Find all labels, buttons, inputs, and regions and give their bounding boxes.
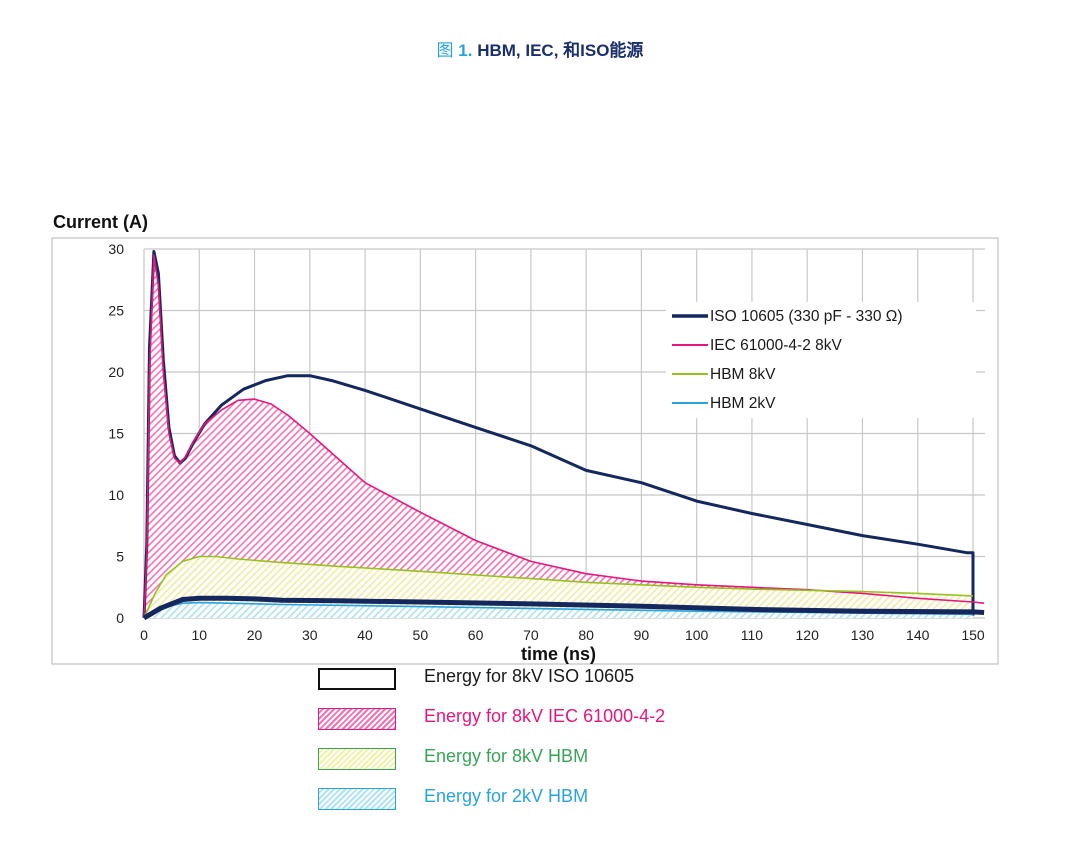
- series-legend-bg: [666, 302, 976, 418]
- x-tick-label: 70: [523, 627, 539, 643]
- x-tick-label: 100: [685, 627, 709, 643]
- energy-label: Energy for 8kV HBM: [424, 746, 589, 766]
- caption-title: HBM, IEC, 和ISO能源: [477, 41, 644, 60]
- caption-number: 1.: [458, 41, 473, 60]
- legend-label-3: HBM 8kV: [710, 366, 776, 383]
- y-tick-label: 25: [108, 303, 124, 319]
- x-tick-label: 120: [796, 627, 820, 643]
- y-tick-label: 0: [116, 610, 124, 626]
- energy-swatch: [318, 748, 396, 770]
- hbm-energy-line: [142, 595, 985, 621]
- x-tick-label: 40: [357, 627, 373, 643]
- y-tick-label: 5: [116, 549, 124, 565]
- energy-legend-item: Energy for 8kV HBM: [318, 744, 838, 772]
- energy-area-1: [144, 255, 973, 618]
- legend-label-2: IEC 61000-4-2 8kV: [710, 337, 842, 354]
- y-axis-label: Current (A): [53, 212, 148, 232]
- y-tick-label: 10: [108, 487, 124, 503]
- figure-caption: 图 1. HBM, IEC, 和ISO能源: [0, 36, 1080, 61]
- x-tick-label: 110: [741, 627, 764, 643]
- legend-label-4: HBM 2kV: [710, 395, 776, 412]
- energy-area-3: [144, 602, 973, 618]
- caption-fig-word: 图: [436, 41, 454, 60]
- y-tick-label: 30: [108, 241, 124, 257]
- x-tick-label: 50: [413, 627, 429, 643]
- energy-swatch: [318, 668, 396, 690]
- x-tick-label: 60: [468, 627, 484, 643]
- x-tick-label: 80: [578, 627, 594, 643]
- x-tick-label: 0: [140, 627, 148, 643]
- x-tick-label: 10: [191, 627, 207, 643]
- energy-swatch: [318, 708, 396, 730]
- energy-legend-item: Energy for 2kV HBM: [318, 784, 838, 812]
- energy-label: Energy for 2kV HBM: [424, 786, 589, 806]
- x-tick-label: 150: [961, 627, 985, 643]
- y-tick-label: 15: [108, 426, 124, 442]
- x-tick-label: 90: [634, 627, 650, 643]
- x-tick-label: 20: [247, 627, 263, 643]
- energy-legend-item: Energy for 8kV IEC 61000-4-2: [318, 704, 838, 732]
- x-axis-label: time (ns): [521, 644, 596, 664]
- energy-label: Energy for 8kV ISO 10605: [424, 666, 635, 686]
- y-tick-label: 20: [108, 364, 124, 380]
- energy-swatch: [318, 788, 396, 810]
- legend-label-1: ISO 10605 (330 pF - 330 Ω): [710, 308, 903, 325]
- series-line-1: [142, 250, 975, 619]
- series-line-3: [143, 555, 974, 619]
- x-tick-label: 130: [851, 627, 875, 643]
- series-line-2: [143, 254, 985, 619]
- energy-legend-item: Energy for 8kV ISO 10605: [318, 664, 838, 692]
- energy-label: Energy for 8kV IEC 61000-4-2: [424, 706, 666, 726]
- x-tick-label: 140: [906, 627, 930, 643]
- x-tick-label: 30: [302, 627, 318, 643]
